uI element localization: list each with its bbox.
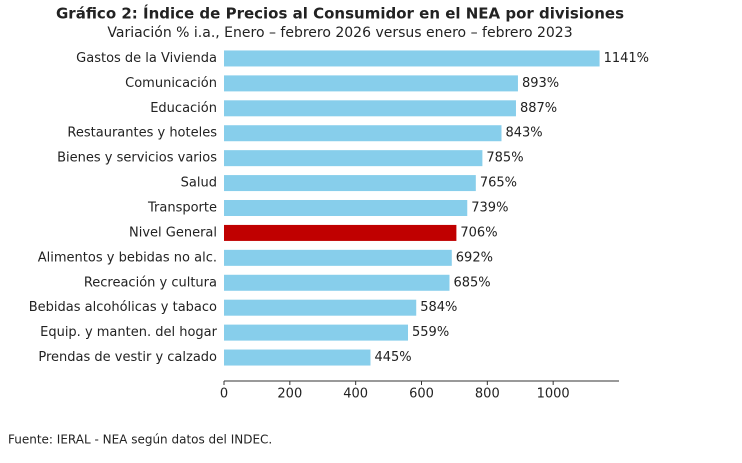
value-label: 1141% xyxy=(604,51,649,66)
chart-subtitle: Variación % i.a., Enero – febrero 2026 v… xyxy=(107,25,572,41)
y-tick-label: Nivel General xyxy=(129,225,217,240)
bar xyxy=(224,200,468,216)
value-label: 785% xyxy=(486,151,523,166)
y-tick-label: Equip. y manten. del hogar xyxy=(40,325,218,340)
bar xyxy=(224,100,516,117)
source-note: Fuente: IERAL - NEA según datos del INDE… xyxy=(8,433,272,447)
bar xyxy=(224,274,450,291)
bar xyxy=(224,50,600,67)
bar xyxy=(224,299,417,316)
bar xyxy=(224,324,409,341)
y-tick-label: Educación xyxy=(150,101,217,116)
value-label: 685% xyxy=(453,275,490,290)
y-tick-label: Alimentos y bebidas no alc. xyxy=(38,250,217,265)
x-tick-label: 600 xyxy=(409,387,434,402)
bar xyxy=(224,175,476,192)
value-label: 706% xyxy=(460,225,497,240)
y-tick-label: Restaurantes y hoteles xyxy=(67,126,217,141)
chart-title: Gráfico 2: Índice de Precios al Consumid… xyxy=(56,4,624,23)
value-label: 739% xyxy=(471,201,508,216)
bar xyxy=(224,150,483,167)
value-label: 893% xyxy=(522,76,559,91)
y-tick-label: Comunicación xyxy=(125,76,217,91)
y-tick-label: Prendas de vestir y calzado xyxy=(38,350,217,365)
x-tick-label: 400 xyxy=(343,387,368,402)
y-tick-label: Salud xyxy=(181,176,217,191)
y-tick-label: Transporte xyxy=(147,201,217,216)
y-tick-label: Bebidas alcohólicas y tabaco xyxy=(29,300,217,315)
bar xyxy=(224,75,518,92)
bar xyxy=(224,125,502,142)
value-label: 765% xyxy=(480,176,517,191)
x-tick-label: 1000 xyxy=(537,387,570,402)
value-label: 445% xyxy=(374,350,411,365)
y-tick-label: Bienes y servicios varios xyxy=(57,151,217,166)
value-label: 584% xyxy=(420,300,457,315)
value-label: 843% xyxy=(505,126,542,141)
bar xyxy=(224,349,371,366)
x-tick-label: 0 xyxy=(220,387,228,402)
x-tick-label: 200 xyxy=(277,387,302,402)
value-label: 887% xyxy=(520,101,557,116)
bar xyxy=(224,249,452,266)
value-label: 692% xyxy=(456,250,493,265)
value-label: 559% xyxy=(412,325,449,340)
bar xyxy=(224,224,457,241)
x-tick-label: 800 xyxy=(475,387,500,402)
y-tick-label: Gastos de la Vivienda xyxy=(76,51,217,66)
y-tick-label: Recreación y cultura xyxy=(84,275,217,290)
